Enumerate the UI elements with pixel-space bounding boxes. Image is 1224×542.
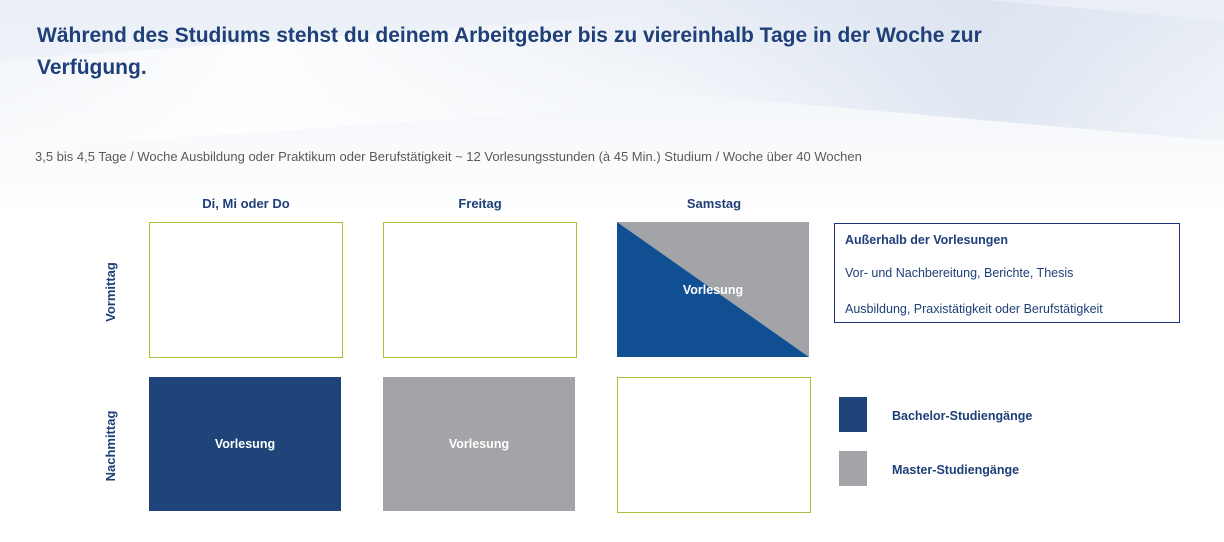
- column-header-freitag: Freitag: [458, 196, 502, 211]
- column-header-di-mi-do: Di, Mi oder Do: [202, 196, 290, 211]
- info-box-line: Ausbildung, Praxistätigkeit oder Berufst…: [845, 302, 1103, 316]
- cell-vormittag-di-mi-do: [149, 222, 343, 358]
- cell-vormittag-samstag: Vorlesung: [617, 222, 809, 357]
- row-header-nachmittag: Nachmittag: [103, 410, 118, 482]
- legend-swatch-bachelor: [839, 397, 867, 432]
- info-box-line: Vor- und Nachbereitung, Berichte, Thesis: [845, 266, 1074, 280]
- page-title: Während des Studiums stehst du deinem Ar…: [37, 24, 982, 79]
- row-header-vormittag: Vormittag: [103, 262, 118, 322]
- bachelor-triangle: [617, 222, 809, 357]
- info-box-outside-lectures: Außerhalb der Vorlesungen Vor- und Nachb…: [834, 223, 1180, 323]
- legend-swatch-master: [839, 451, 867, 486]
- cell-nachmittag-di-mi-do: Vorlesung: [149, 377, 341, 511]
- cell-label-vorlesung: Vorlesung: [682, 282, 744, 297]
- split-bachelor-master-shape: [617, 222, 809, 357]
- subtitle: 3,5 bis 4,5 Tage / Woche Ausbildung oder…: [35, 149, 862, 164]
- info-box-title: Außerhalb der Vorlesungen: [845, 233, 1008, 247]
- legend-label-master: Master-Studiengänge: [892, 463, 1020, 477]
- column-header-samstag: Samstag: [686, 196, 742, 211]
- cell-nachmittag-freitag: Vorlesung: [383, 377, 575, 511]
- cell-label-vorlesung: Vorlesung: [448, 437, 510, 451]
- cell-nachmittag-samstag: [617, 377, 811, 513]
- cell-vormittag-freitag: [383, 222, 577, 358]
- cell-label-vorlesung: Vorlesung: [214, 437, 276, 451]
- legend-label-bachelor: Bachelor-Studiengänge: [892, 409, 1033, 423]
